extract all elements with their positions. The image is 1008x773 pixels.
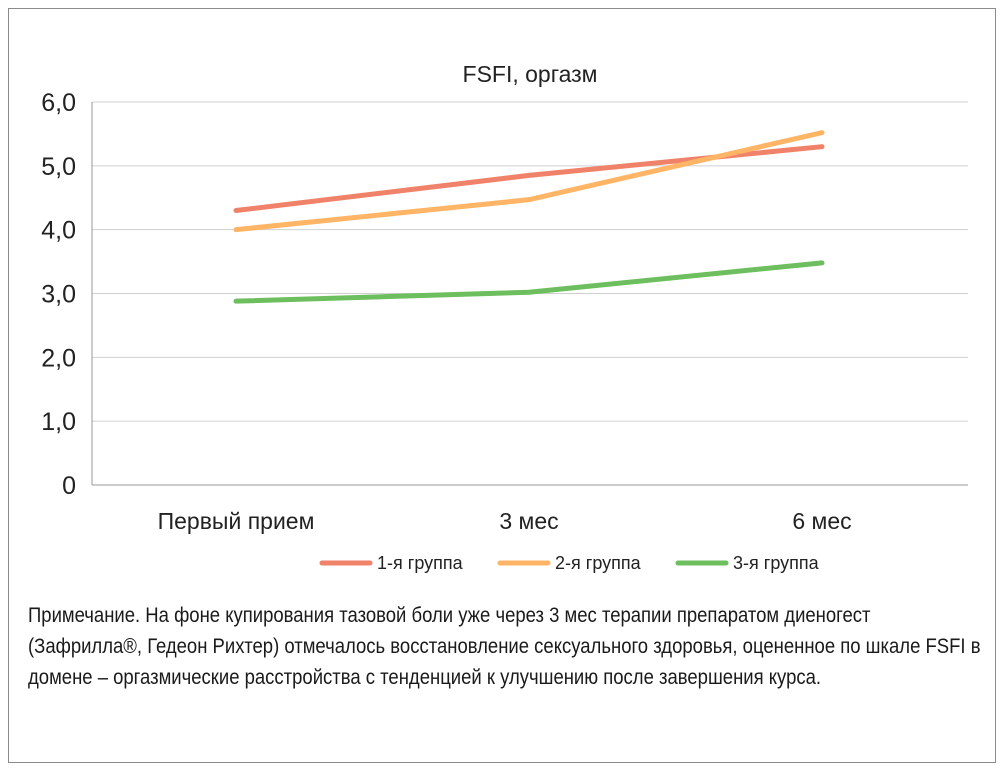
y-tick-label: 3,0 (41, 281, 76, 309)
x-tick-label: 6 мес (792, 508, 851, 534)
legend-label: 2-я группа (555, 553, 642, 573)
figure-note: Примечание. На фоне купирования тазовой … (28, 603, 981, 689)
figure-frame (8, 8, 996, 763)
chart-title: FSFI, оргазм (463, 61, 598, 87)
y-tick-label: 5,0 (41, 153, 76, 181)
x-tick-label: Первый прием (158, 508, 315, 534)
y-tick-label: 4,0 (41, 217, 76, 245)
series-line (233, 130, 825, 233)
legend-label: 1-я группа (377, 553, 464, 573)
y-tick-label: 0 (62, 472, 76, 500)
line-chart: FSFI, оргазм 0 1,0 2,0 3,0 4,0 5,0 6,0 Первый п… (41, 61, 968, 573)
legend-label: 3-я группа (733, 553, 820, 573)
y-tick-label: 1,0 (41, 408, 76, 436)
y-tick-label: 6,0 (41, 89, 76, 117)
y-tick-label: 2,0 (41, 344, 76, 372)
x-tick-label: 3 мес (499, 508, 558, 534)
series-line (233, 260, 825, 304)
